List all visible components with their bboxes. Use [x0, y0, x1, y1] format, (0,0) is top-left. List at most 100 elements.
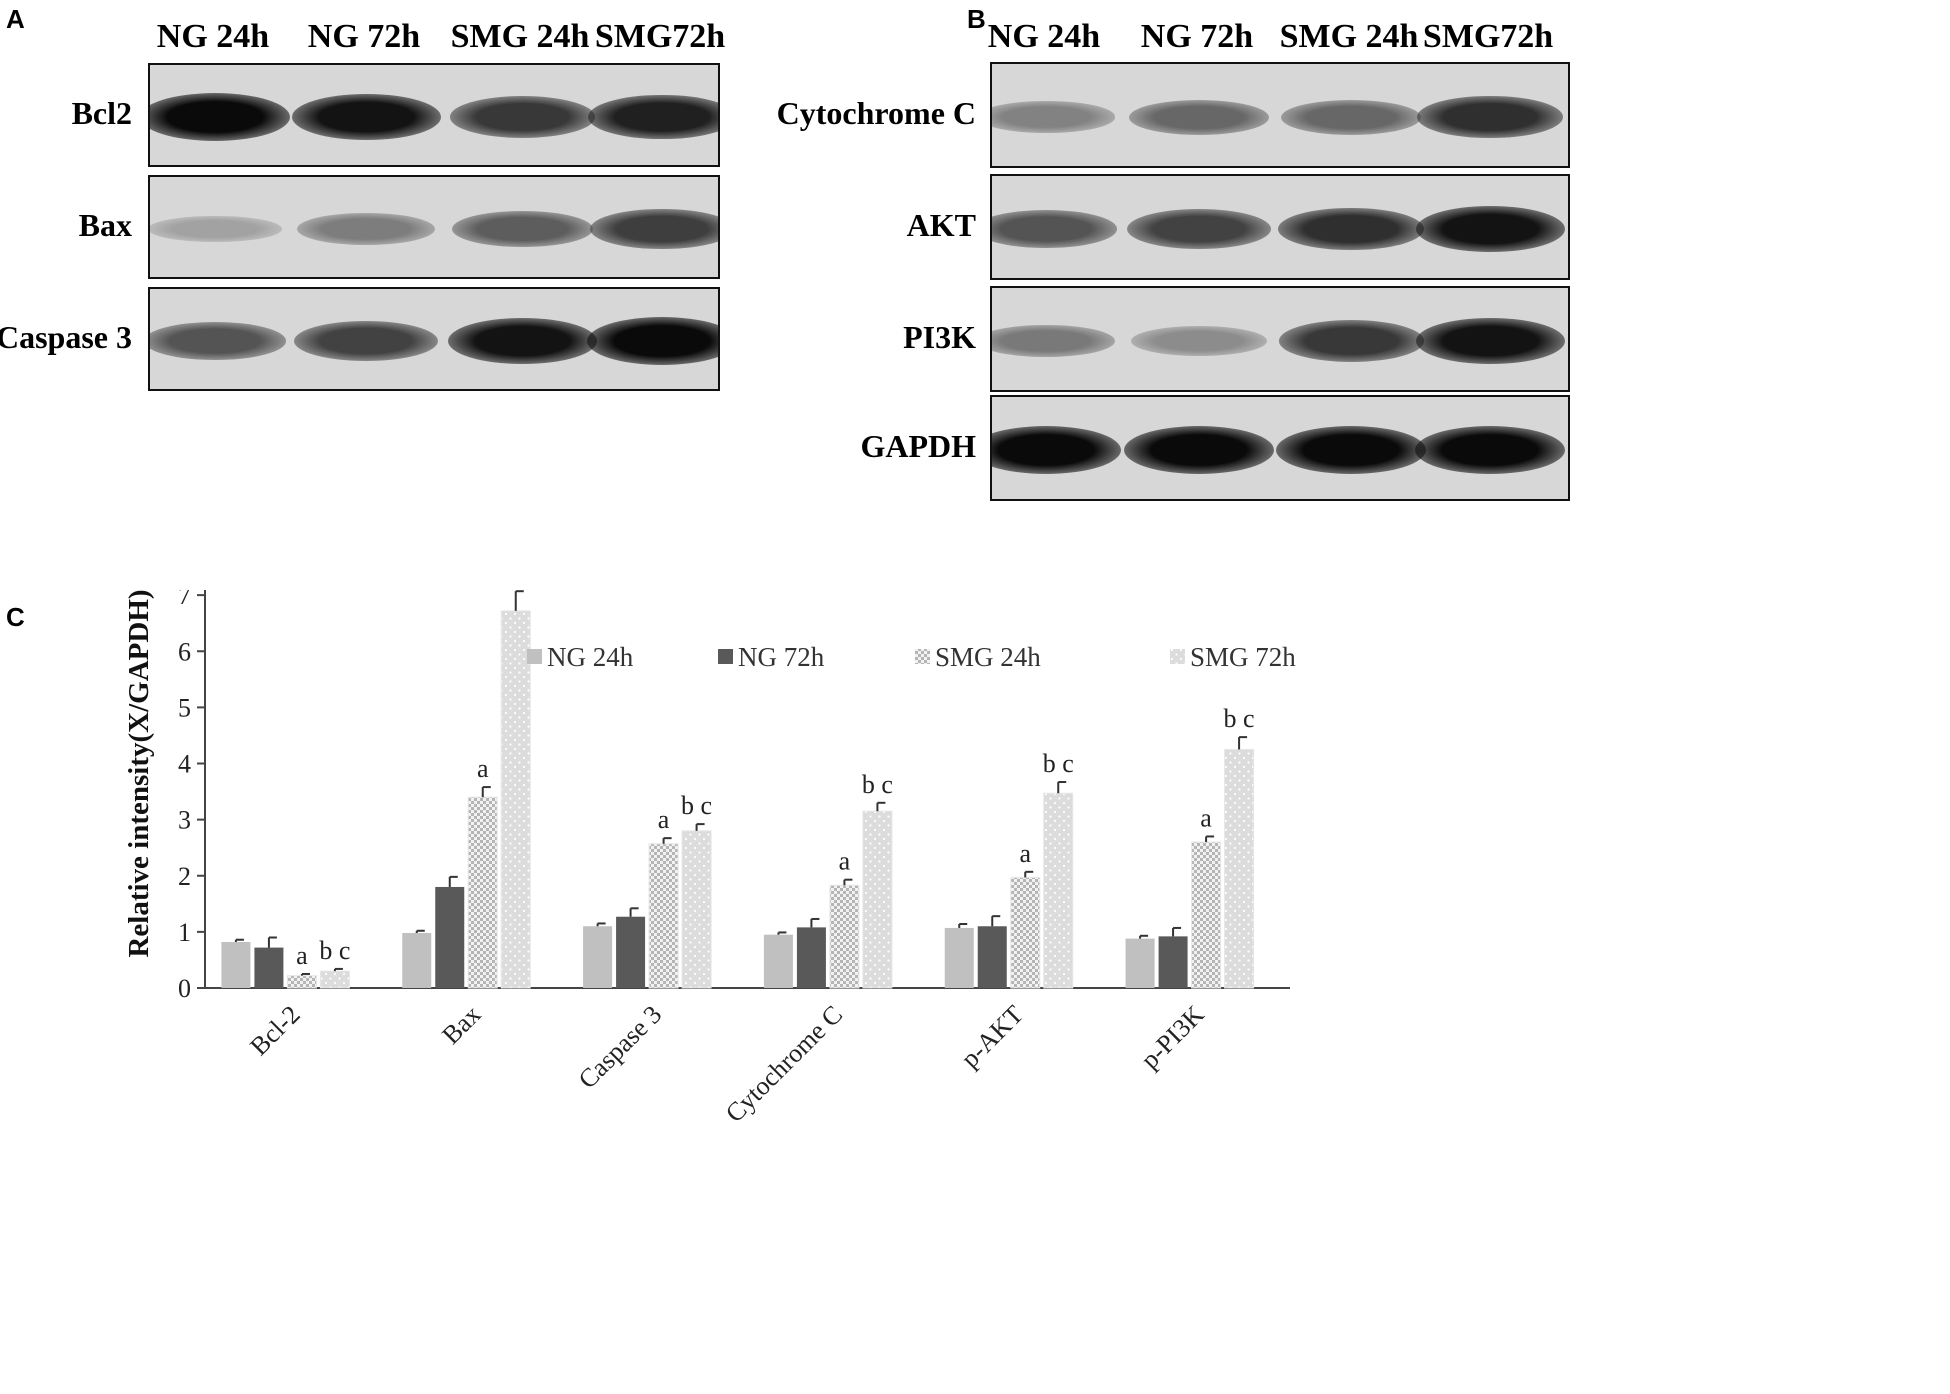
y-tick-label: 2 [178, 862, 191, 891]
bar [829, 884, 860, 989]
y-tick-label: 6 [178, 637, 191, 666]
x-category-label: p-AKT [955, 1000, 1029, 1074]
protein-band [1415, 205, 1565, 253]
protein-band [447, 317, 597, 365]
blot-row-label: AKT [906, 207, 976, 243]
x-category-label: Cytochrome C [720, 1000, 848, 1128]
significance-label: a [1200, 803, 1212, 832]
protein-band [1124, 426, 1274, 474]
panel-label-c: C [6, 602, 25, 632]
protein-band [992, 101, 1115, 133]
protein-band [1415, 317, 1565, 365]
significance-label: a [296, 941, 308, 970]
bar [1158, 936, 1188, 988]
protein-band [294, 320, 438, 362]
lane-header: SMG 24h [1279, 18, 1419, 55]
bar [763, 934, 793, 988]
panel-label-b: B [967, 4, 986, 34]
significance-label: b c [1224, 704, 1255, 733]
protein-band [1129, 99, 1269, 135]
protein-band [150, 215, 282, 243]
significance-label: a [1019, 839, 1031, 868]
lane-header: NG 72h [307, 18, 421, 55]
blot-row-label: Bcl2 [71, 95, 132, 131]
bar [1224, 748, 1255, 989]
legend-swatch [527, 649, 542, 664]
protein-band [1278, 207, 1424, 251]
significance-label: b c [681, 791, 712, 820]
bar [319, 970, 350, 989]
bar [221, 941, 251, 988]
significance-label: b c [1043, 749, 1074, 778]
lane-header: NG 24h [156, 18, 270, 55]
significance-label: a [477, 754, 489, 783]
protein-band [992, 210, 1117, 248]
lane-header: SMG72h [594, 18, 726, 55]
legend-label: SMG 72h [1190, 642, 1296, 672]
blot-strip [990, 395, 1570, 501]
protein-band [1281, 99, 1421, 135]
protein-band [1276, 426, 1426, 474]
blot-row-label: Caspase 3 [0, 319, 132, 355]
blot-row-label: Cytochrome C [776, 95, 976, 131]
lane-header: SMG 24h [450, 18, 590, 55]
bar [500, 610, 531, 989]
legend-label: SMG 24h [935, 642, 1041, 672]
protein-band [1415, 426, 1565, 474]
y-tick-label: 1 [178, 918, 191, 947]
bar [944, 927, 974, 988]
legend-swatch [915, 649, 930, 664]
bar [1043, 792, 1074, 989]
bar [583, 926, 613, 988]
bar [286, 975, 317, 989]
blot-strip [148, 63, 720, 167]
bar [467, 796, 498, 989]
blot-strip [990, 286, 1570, 392]
panel-label-a: A [6, 4, 25, 34]
blot-strip [990, 174, 1570, 280]
bar [616, 916, 646, 988]
lane-header: NG 24h [987, 18, 1101, 55]
protein-band [451, 210, 593, 248]
protein-band [587, 317, 718, 365]
x-category-label: Caspase 3 [573, 1000, 668, 1095]
blot-row-label: GAPDH [860, 428, 976, 464]
lane-header: SMG72h [1422, 18, 1554, 55]
protein-band [992, 426, 1121, 474]
lane-header: NG 72h [1140, 18, 1254, 55]
bar [402, 932, 432, 988]
bar [681, 830, 712, 989]
x-category-label: Bcl-2 [244, 1000, 305, 1061]
y-axis-title: Relative intensity(X/GAPDH) [123, 590, 155, 958]
protein-band [150, 322, 286, 360]
blot-row-label: Bax [78, 207, 132, 243]
protein-band [150, 93, 290, 141]
bar-chart: 012345678Relative intensity(X/GAPDH)ab c… [123, 590, 1296, 1128]
y-tick-label: 5 [178, 693, 191, 722]
western-blot-panel-b: NG 24h NG 72h SMG 24h SMG72h Cytochrome C AKT… [777, 0, 1950, 630]
blot-strip [148, 175, 720, 279]
bar [862, 810, 893, 989]
protein-band [291, 93, 441, 141]
y-tick-label: 0 [178, 974, 191, 1003]
bar [435, 886, 465, 988]
blot-strip [148, 287, 720, 391]
bar [977, 926, 1007, 988]
y-tick-label: 7 [178, 590, 191, 610]
x-category-label: Bax [436, 1000, 486, 1050]
blot-row-label: PI3K [903, 319, 976, 355]
bar [1010, 876, 1041, 989]
protein-band [1131, 326, 1267, 356]
significance-label: b c [862, 770, 893, 799]
legend-swatch [718, 649, 733, 664]
bar [796, 927, 826, 988]
x-category-label: p-PI3K [1135, 1000, 1210, 1075]
protein-band [588, 94, 718, 140]
protein-band [1417, 95, 1563, 139]
legend-label: NG 24h [547, 642, 634, 672]
y-tick-label: 4 [178, 750, 191, 779]
protein-band [297, 213, 435, 245]
significance-label: a [839, 847, 851, 876]
blot-strip [990, 62, 1570, 168]
significance-label: b c [319, 936, 350, 965]
